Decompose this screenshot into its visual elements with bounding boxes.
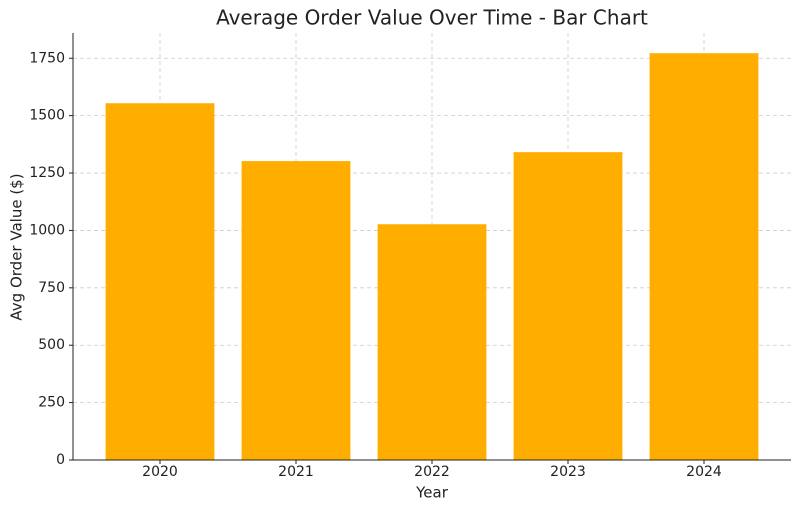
x-tick-label: 2020 <box>142 464 178 480</box>
y-tick-label: 750 <box>38 280 65 296</box>
x-tick-label: 2021 <box>278 464 314 480</box>
y-tick-label: 1500 <box>29 108 65 124</box>
y-tick-label: 1250 <box>29 165 65 181</box>
x-axis-label: Year <box>415 484 449 502</box>
bar <box>377 224 487 460</box>
y-axis-label: Avg Order Value ($) <box>8 173 26 320</box>
bar <box>513 152 623 460</box>
x-tick-label: 2023 <box>550 464 586 480</box>
y-tick-label: 0 <box>56 452 65 468</box>
x-tick-label: 2022 <box>414 464 450 480</box>
chart-title: Average Order Value Over Time - Bar Char… <box>216 6 648 30</box>
y-tick-label: 500 <box>38 337 65 353</box>
y-tick-label: 1000 <box>29 222 65 238</box>
x-tick-label: 2024 <box>686 464 722 480</box>
bar <box>241 161 351 460</box>
bar <box>649 53 759 461</box>
y-tick-label: 250 <box>38 395 65 411</box>
bar <box>105 103 215 461</box>
y-tick-label: 1750 <box>29 50 65 66</box>
